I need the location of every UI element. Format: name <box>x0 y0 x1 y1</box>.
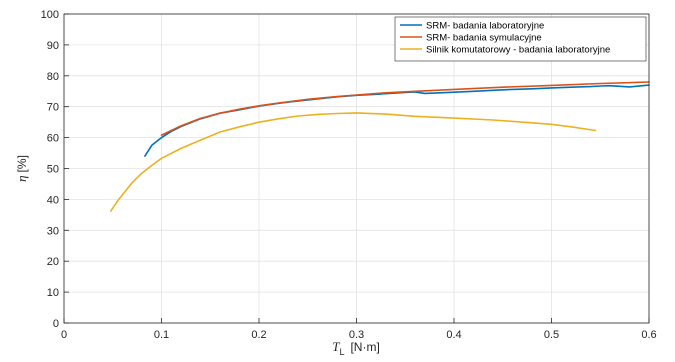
y-tick-label: 0 <box>53 318 59 330</box>
x-tick-label: 0.4 <box>446 329 461 341</box>
series-line-3 <box>110 112 597 212</box>
x-tick-label: 0.6 <box>641 329 656 341</box>
y-axis-unit: [%] <box>15 155 29 172</box>
x-tick-label: 0.2 <box>251 329 266 341</box>
y-tick-label: 100 <box>41 9 59 21</box>
series-line-2 <box>160 81 650 136</box>
legend-label-3: Silnik komutatorowy - badania laboratory… <box>426 45 610 56</box>
y-tick-label: 90 <box>47 40 59 52</box>
x-axis-unit: [N·m] <box>350 340 379 354</box>
x-axis-subscript: L <box>339 347 344 357</box>
series-layer <box>110 81 650 212</box>
y-axis-label: η [%] <box>14 155 29 182</box>
y-tick-label: 30 <box>47 225 59 237</box>
y-tick-label: 80 <box>47 71 59 83</box>
y-tick-label: 20 <box>47 256 59 268</box>
y-axis-symbol: η <box>14 175 29 181</box>
legend-label-2: SRM- badania symulacyjne <box>426 33 542 44</box>
x-tick-label: 0.1 <box>154 329 169 341</box>
legend-box <box>394 16 647 62</box>
y-tick-label: 50 <box>47 164 59 176</box>
legend-label-1: SRM- badania laboratoryjne <box>426 21 544 32</box>
x-tick-label: 0.5 <box>544 329 559 341</box>
x-axis-symbol: T <box>332 339 340 354</box>
y-tick-label: 70 <box>47 102 59 114</box>
x-axis-label: TL [N·m] <box>332 339 380 357</box>
y-tick-label: 40 <box>47 194 59 206</box>
x-tick-label: 0 <box>61 329 67 341</box>
tick-marks <box>63 13 650 324</box>
y-tick-label: 60 <box>47 133 59 145</box>
y-tick-label: 10 <box>47 287 59 299</box>
tick-labels: 0 0.1 0.2 0.3 0.4 0.5 0.6 0 10 20 30 40 50 60 70 80 90 10… <box>41 9 657 341</box>
x-tick-label: 0.3 <box>349 329 364 341</box>
